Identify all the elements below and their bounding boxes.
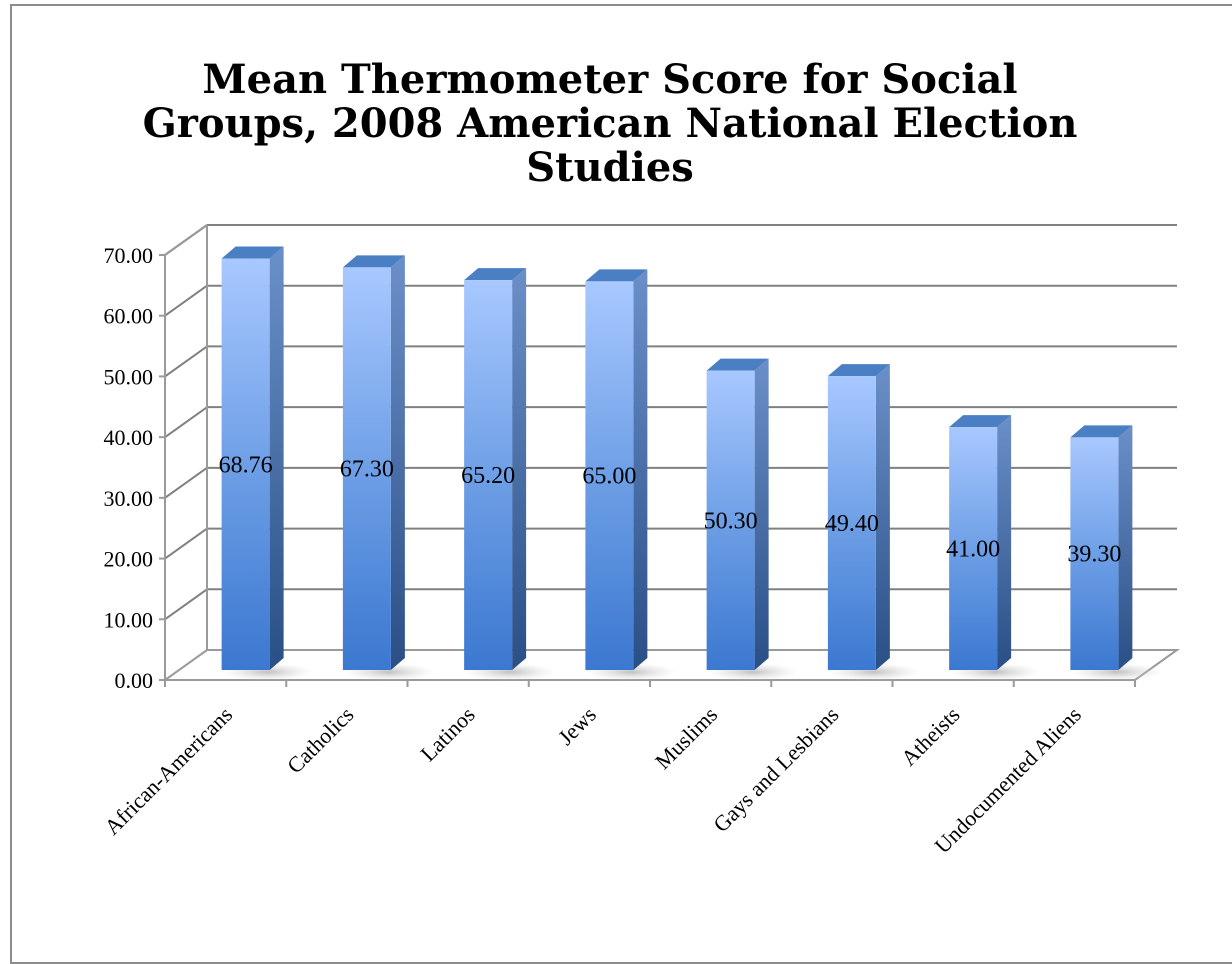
x-category-label: Latinos <box>415 702 479 766</box>
y-axis-tick-labels: 0.00 10.00 20.00 30.00 40.00 50.00 60.00 70.00 <box>104 243 154 693</box>
gridline-diagonal <box>165 346 207 376</box>
data-label: 50.30 <box>704 508 758 534</box>
axes <box>159 225 1177 687</box>
gridline-diagonal <box>165 468 207 498</box>
x-category-label: Jews <box>553 702 601 750</box>
x-category-label: Muslims <box>650 702 722 774</box>
x-category-label: Gays and Lesbians <box>708 702 843 837</box>
x-category-label: African-Americans <box>99 702 237 840</box>
y-tick-label: 20.00 <box>104 547 154 572</box>
data-label: 41.00 <box>946 537 1000 563</box>
x-category-label: Catholics <box>282 702 358 778</box>
data-label: 49.40 <box>825 511 879 537</box>
data-label: 65.00 <box>582 464 636 490</box>
gridlines <box>165 225 1177 619</box>
y-axis-top <box>165 225 207 255</box>
gridline-diagonal <box>165 407 207 437</box>
data-label: 39.30 <box>1067 542 1121 568</box>
data-label: 67.30 <box>340 457 394 483</box>
gridline-diagonal <box>165 286 207 316</box>
y-tick-label: 50.00 <box>104 364 154 389</box>
y-tick-label: 30.00 <box>104 486 154 511</box>
y-tick-label: 40.00 <box>104 425 154 450</box>
x-category-label: Atheists <box>896 702 965 771</box>
y-tick-label: 60.00 <box>104 304 154 329</box>
y-tick-label: 10.00 <box>104 607 154 632</box>
gridline-diagonal <box>165 529 207 559</box>
data-label: 68.76 <box>219 452 273 478</box>
bar-chart: 68.76 67.30 65.20 65.00 50.30 49.40 41.00 39.30… <box>0 0 1232 943</box>
y-tick-label: 70.00 <box>104 243 154 268</box>
data-label: 65.20 <box>461 463 515 489</box>
gridline-diagonal <box>165 589 207 619</box>
y-tick-label: 0.00 <box>115 668 154 693</box>
x-axis-category-labels: African-Americans Catholics Latinos Jews Mus… <box>99 702 1086 858</box>
